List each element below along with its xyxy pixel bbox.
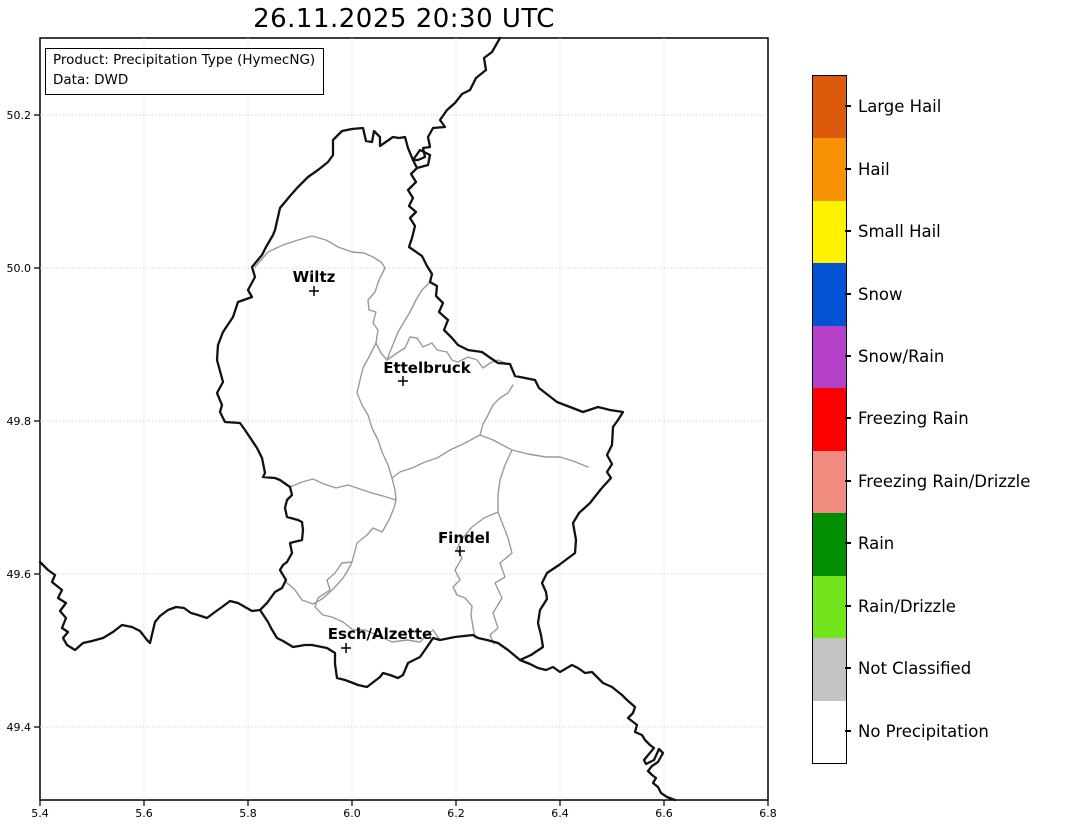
page-title: 26.11.2025 20:30 UTC xyxy=(253,4,555,34)
luxembourg-border xyxy=(215,126,625,689)
legend-label: Snow xyxy=(858,284,903,304)
city-marker-esch xyxy=(341,643,351,653)
legend-tick xyxy=(845,667,851,669)
city-markers xyxy=(309,286,465,653)
legend-item: Freezing Rain xyxy=(845,407,969,429)
x-tick: 5.6 xyxy=(135,807,153,820)
colorbar-segment xyxy=(813,325,846,389)
city-marker-ettelbruck xyxy=(398,376,408,386)
x-tick: 6.4 xyxy=(551,807,569,820)
legend-tick xyxy=(845,542,851,544)
france-germany-border xyxy=(518,658,677,802)
legend-label: Freezing Rain xyxy=(858,408,969,428)
belgium-germany-border xyxy=(411,36,502,170)
city-marker-findel xyxy=(455,546,465,556)
legend-label: Rain xyxy=(858,533,895,553)
y-tick: 50.0 xyxy=(7,262,32,275)
x-axis-labels: 5.4 5.6 5.8 6.0 6.2 6.4 6.6 6.8 xyxy=(31,807,777,820)
x-tick: 6.2 xyxy=(447,807,465,820)
city-labels: Wiltz Ettelbruck Findel Esch/Alzette xyxy=(293,268,490,643)
precipitation-type-colorbar xyxy=(812,75,847,764)
city-marker-wiltz xyxy=(309,286,319,296)
legend-label: Not Classified xyxy=(858,658,972,678)
legend-item: Rain/Drizzle xyxy=(845,595,956,617)
y-tick: 49.6 xyxy=(7,568,32,581)
legend-item: Hail xyxy=(845,158,890,180)
colorbar-segment xyxy=(813,263,846,326)
colorbar-segment xyxy=(813,450,846,514)
data-source-line: Data: DWD xyxy=(53,71,129,88)
legend-tick xyxy=(845,730,851,732)
legend-tick xyxy=(845,168,851,170)
legend-label: Hail xyxy=(858,159,890,179)
x-tick: 6.0 xyxy=(343,807,361,820)
colorbar-segment xyxy=(813,700,846,763)
city-label-esch: Esch/Alzette xyxy=(328,625,432,643)
y-tick: 49.8 xyxy=(7,415,32,428)
legend-tick xyxy=(845,105,851,107)
graticule-gridlines xyxy=(40,38,768,800)
colorbar-segment xyxy=(813,388,846,451)
legend-item: Rain xyxy=(845,532,894,554)
country-borders xyxy=(38,36,677,802)
colorbar-segment xyxy=(813,76,846,139)
product-info-box: Product: Precipitation Type (HymecNG) Da… xyxy=(45,48,325,95)
legend-tick xyxy=(845,355,851,357)
colorbar-segment xyxy=(813,638,846,701)
y-tick: 49.4 xyxy=(7,721,32,734)
legend-tick xyxy=(845,605,851,607)
legend-label: Large Hail xyxy=(858,96,942,116)
plot-frame xyxy=(39,37,769,801)
legend-label: No Precipitation xyxy=(858,721,989,741)
legend-label: Rain/Drizzle xyxy=(858,596,956,616)
x-tick: 6.8 xyxy=(759,807,777,820)
legend-tick xyxy=(845,230,851,232)
y-axis-labels: 50.2 50.0 49.8 49.6 49.4 xyxy=(7,109,32,734)
legend-tick xyxy=(845,480,851,482)
legend-label: Snow/Rain xyxy=(858,346,945,366)
colorbar-segment xyxy=(813,138,846,201)
legend-item: Snow xyxy=(845,283,903,305)
city-label-findel: Findel xyxy=(438,529,490,547)
colorbar-segment xyxy=(813,200,846,264)
legend-item: Snow/Rain xyxy=(845,345,944,367)
city-label-wiltz: Wiltz xyxy=(293,268,336,286)
x-tick: 5.4 xyxy=(31,807,49,820)
y-tick: 50.2 xyxy=(7,109,32,122)
colorbar-segment xyxy=(813,513,846,576)
legend-tick xyxy=(845,293,851,295)
x-tick: 6.6 xyxy=(655,807,673,820)
legend-item: Small Hail xyxy=(845,220,941,242)
legend-item: No Precipitation xyxy=(845,720,989,742)
legend-item: Freezing Rain/Drizzle xyxy=(845,470,1030,492)
legend-label: Small Hail xyxy=(858,221,941,241)
legend-item: Not Classified xyxy=(845,657,971,679)
legend-label: Freezing Rain/Drizzle xyxy=(858,471,1031,491)
x-tick: 5.8 xyxy=(239,807,257,820)
canton-borders xyxy=(254,235,589,645)
city-label-ettelbruck: Ettelbruck xyxy=(383,359,472,377)
legend-tick xyxy=(845,417,851,419)
legend-item: Large Hail xyxy=(845,95,941,117)
product-line: Product: Precipitation Type (HymecNG) xyxy=(53,52,316,68)
belgium-france-border xyxy=(38,560,262,652)
colorbar-segment xyxy=(813,575,846,639)
axis-ticks xyxy=(34,114,769,806)
